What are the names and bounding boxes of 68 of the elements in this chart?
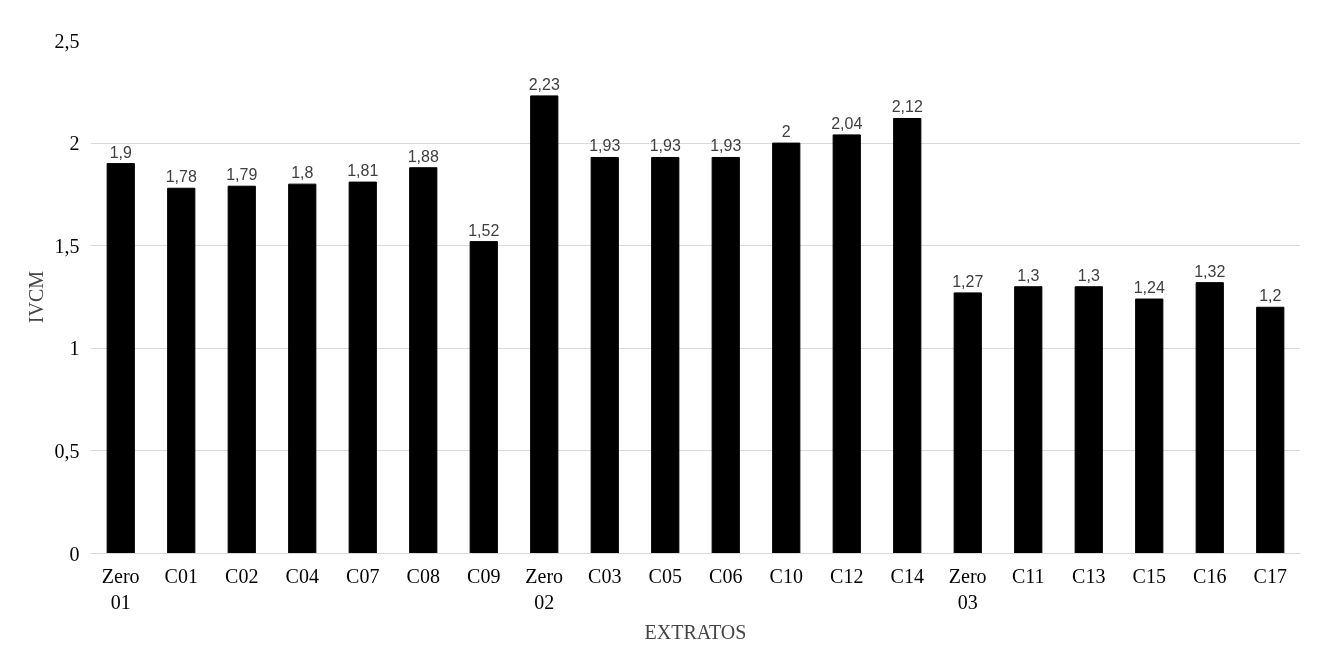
x-tick-label: C09 (467, 564, 501, 587)
bar (530, 95, 559, 554)
bar (167, 187, 196, 554)
y-tick-label: 1 (69, 337, 80, 360)
bar (1195, 282, 1224, 554)
bar (772, 142, 801, 554)
x-tick-label: C01 (164, 564, 198, 587)
data-label: 1,88 (407, 147, 439, 165)
y-tick-label: 0,5 (54, 439, 80, 462)
data-label: 1,8 (291, 164, 314, 182)
data-label: 1,79 (226, 166, 258, 184)
x-tick-label: C08 (406, 564, 440, 587)
data-label: 1,27 (952, 272, 984, 290)
data-label: 1,52 (468, 221, 500, 239)
x-axis-title: EXTRATOS (644, 620, 747, 643)
x-tick-label: Zero 01 (101, 564, 140, 613)
x-tick-label: C06 (709, 564, 743, 587)
y-tick-label: 2,5 (54, 29, 80, 52)
x-tick-label: Zero 03 (948, 564, 987, 613)
x-tick-label: C17 (1253, 564, 1287, 587)
data-label: 1,3 (1077, 266, 1100, 284)
bar (106, 163, 135, 554)
x-tick-label: C10 (769, 564, 803, 587)
y-tick-label: 0 (69, 542, 80, 565)
bar (590, 156, 619, 554)
bar (651, 156, 680, 554)
x-tick-label: C14 (890, 564, 924, 587)
bar (348, 181, 377, 554)
bar (469, 241, 498, 554)
bar (893, 117, 922, 554)
bar (711, 156, 740, 554)
y-tick-label: 2 (69, 132, 80, 155)
data-label: 2,23 (528, 75, 560, 93)
data-label: 1,81 (347, 162, 379, 180)
data-label: 1,93 (589, 137, 621, 155)
x-tick-label: C11 (1011, 564, 1045, 587)
bar (227, 185, 256, 554)
x-tick-label: C03 (588, 564, 622, 587)
data-label: 1,3 (1017, 266, 1040, 284)
bar (1074, 286, 1103, 554)
bar (953, 292, 982, 554)
data-label: 1,93 (649, 137, 681, 155)
data-label: 1,78 (165, 168, 197, 186)
bar (409, 167, 438, 554)
x-tick-label: C07 (346, 564, 380, 587)
data-label: 1,32 (1194, 262, 1226, 280)
bar (832, 134, 861, 554)
data-label: 2,04 (831, 114, 863, 132)
bar (1256, 306, 1285, 554)
y-axis-title: IVCM (24, 270, 47, 324)
x-tick-label: C15 (1132, 564, 1166, 587)
bar (1135, 298, 1164, 554)
data-label: 1,24 (1133, 279, 1165, 297)
data-label: 1,93 (710, 137, 742, 155)
x-tick-label: C16 (1193, 564, 1227, 587)
data-label: 2,12 (891, 98, 923, 116)
x-tick-label: C04 (285, 564, 319, 587)
data-label: 2 (781, 123, 791, 141)
bar (288, 183, 317, 554)
bar (1014, 286, 1043, 554)
x-tick-label: C05 (648, 564, 682, 587)
x-tick-label: C02 (225, 564, 259, 587)
data-label: 1,2 (1259, 287, 1282, 305)
data-label: 1,9 (109, 143, 132, 161)
x-tick-label: Zero 02 (525, 564, 564, 613)
x-tick-label: C13 (1072, 564, 1106, 587)
y-tick-label: 1,5 (54, 234, 80, 257)
x-tick-label: C12 (830, 564, 864, 587)
